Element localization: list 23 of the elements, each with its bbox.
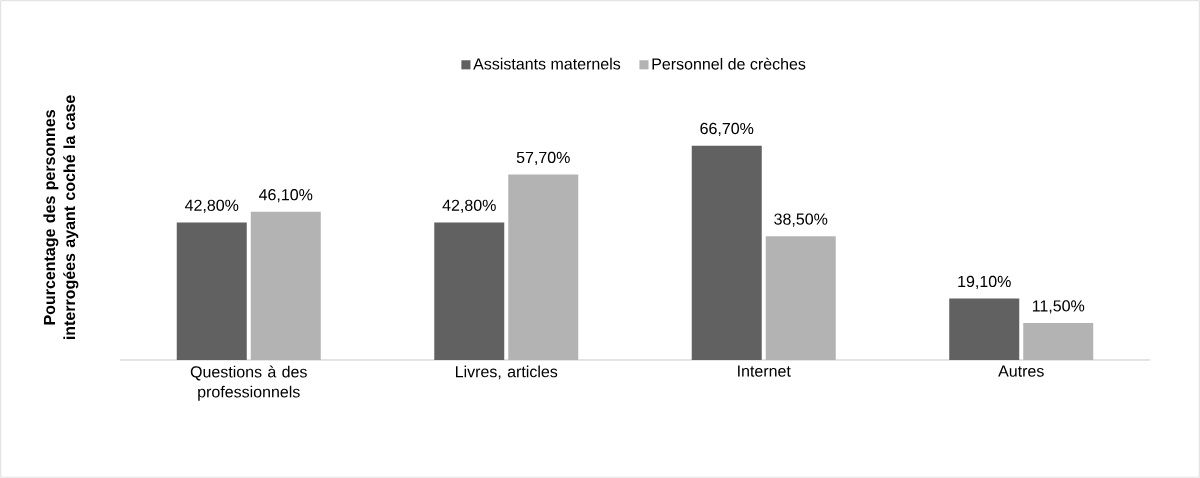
x-tick-label: Autres (998, 365, 1044, 377)
data-label: 11,50% (1032, 300, 1085, 314)
x-tick-label: Internet (738, 365, 791, 377)
bar (765, 236, 836, 360)
bar (250, 211, 321, 360)
x-tick-label: Livres, articles (456, 365, 558, 380)
data-label: 46,10% (259, 189, 313, 203)
bar (508, 174, 579, 360)
x-tick-label: Questions à des professionnels (190, 365, 307, 401)
bar (949, 298, 1020, 360)
bar (1023, 323, 1094, 360)
legend-label: Assistants maternels (473, 57, 621, 70)
y-axis-title: Pourcentage des personnes interrogées ayant coché la case (43, 95, 79, 340)
data-label: 19,10% (958, 275, 1011, 290)
bar (691, 145, 762, 360)
data-label: 66,70% (700, 122, 754, 137)
data-label: 42,80% (442, 199, 496, 213)
data-label: 57,70% (516, 151, 570, 165)
bar (176, 222, 247, 360)
data-label: 38,50% (774, 213, 828, 227)
bar (434, 222, 505, 360)
data-label: 42,80% (185, 199, 239, 213)
legend-label: Personnel de crèches (652, 57, 806, 70)
